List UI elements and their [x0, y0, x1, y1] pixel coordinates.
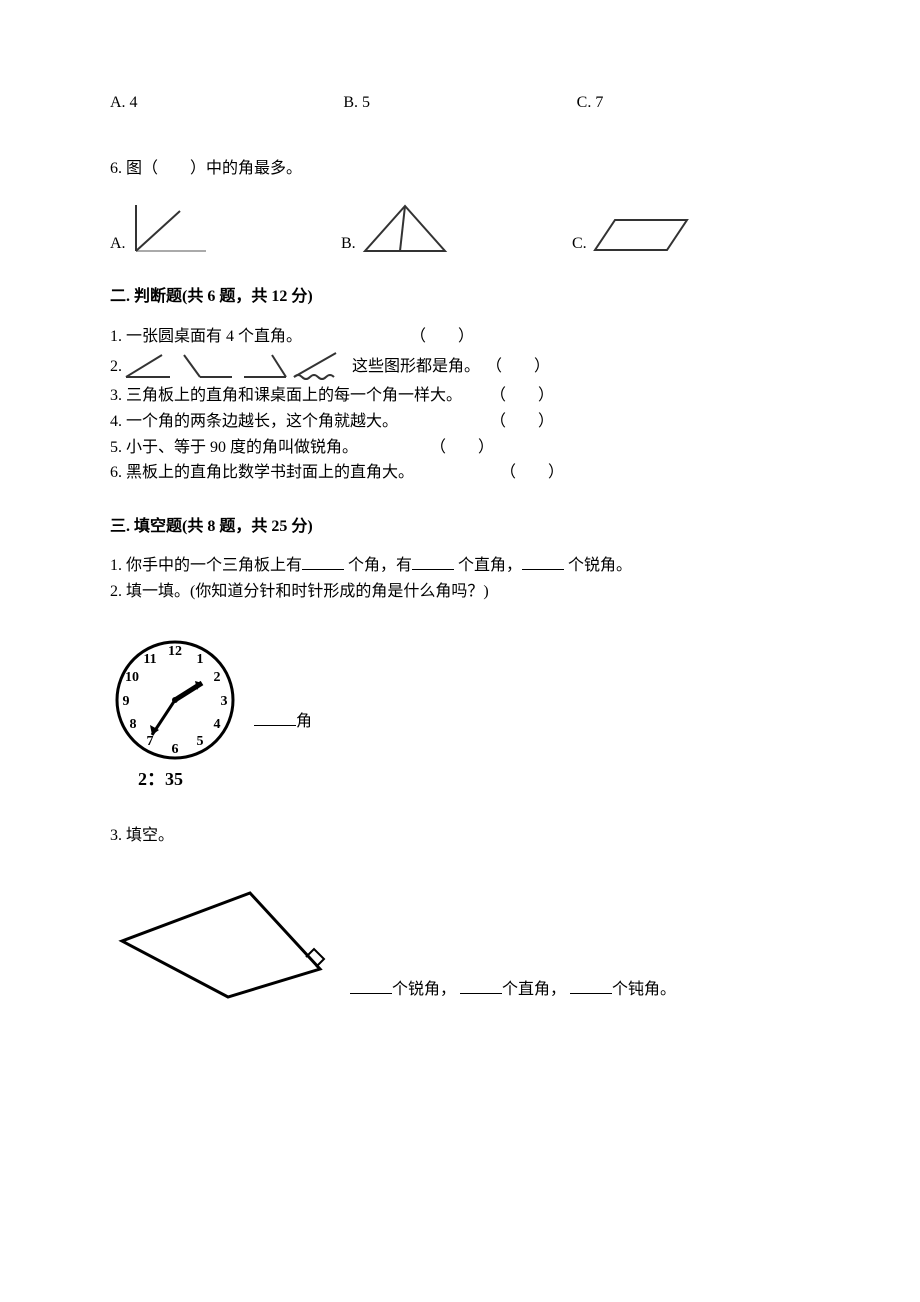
s3-q1: 1. 你手中的一个三角板上有 个角，有 个直角， 个锐角。	[110, 553, 810, 579]
paren: （ ）	[486, 354, 550, 380]
blank	[570, 977, 612, 994]
svg-text:3: 3	[221, 694, 228, 709]
q5-option-a: A. 4	[110, 90, 343, 116]
q5-option-b: B. 5	[343, 90, 576, 116]
svg-text:9: 9	[123, 694, 130, 709]
s3-q2: 2. 填一填。(你知道分针和时针形成的角是什么角吗？)	[110, 579, 810, 605]
svg-text:12: 12	[168, 644, 182, 659]
paren: （ ）	[490, 383, 554, 409]
s2-q4-text: 4. 一个角的两条边越长，这个角就越大。	[110, 409, 490, 435]
blank	[522, 553, 564, 570]
svg-text:2: 2	[214, 670, 221, 685]
s3-q1-d: 个锐角。	[568, 557, 632, 574]
svg-text:1: 1	[197, 652, 204, 667]
q6-opt-a-label: A.	[110, 231, 126, 257]
kite-quadrilateral-icon	[110, 879, 340, 1009]
s2-q5-text: 5. 小于、等于 90 度的角叫做锐角。	[110, 435, 430, 461]
clock-blank-label: 角	[296, 713, 312, 730]
s2-q3: 3. 三角板上的直角和课桌面上的每一个角一样大。 （ ）	[110, 383, 810, 409]
svg-text:7: 7	[147, 734, 154, 749]
s2-q2-pre: 2.	[110, 354, 122, 380]
section2-title: 二. 判断题(共 6 题，共 12 分)	[110, 284, 810, 310]
kite-b: 个直角，	[502, 981, 566, 998]
q5-options: A. 4 B. 5 C. 7	[110, 90, 810, 116]
svg-text:6: 6	[172, 742, 179, 757]
s3-q1-a: 1. 你手中的一个三角板上有	[110, 557, 302, 574]
blank	[460, 977, 502, 994]
q6-opt-b-label: B.	[341, 231, 356, 257]
s3-q1-c: 个直角，	[458, 557, 522, 574]
paren: （ ）	[430, 435, 494, 461]
s2-q3-text: 3. 三角板上的直角和课桌面上的每一个角一样大。	[110, 383, 490, 409]
svg-text:10: 10	[125, 670, 139, 685]
kite-a: 个锐角，	[392, 981, 456, 998]
angle-shapes-icon	[122, 349, 352, 383]
section3-title: 三. 填空题(共 8 题，共 25 分)	[110, 514, 810, 540]
q5-option-c: C. 7	[577, 90, 810, 116]
paren: （ ）	[410, 324, 474, 350]
blank	[302, 553, 344, 570]
svg-text:8: 8	[130, 717, 137, 732]
clock-figure: 12 1 2 3 4 5 6 7 8 9 10 11 角 2：35	[110, 635, 810, 794]
q6-opt-c-label: C.	[572, 231, 587, 257]
blank	[254, 709, 296, 726]
s2-q1-text: 1. 一张圆桌面有 4 个直角。	[110, 324, 410, 350]
s3-q3: 3. 填空。	[110, 823, 810, 849]
svg-text:4: 4	[214, 717, 221, 732]
blank	[350, 977, 392, 994]
s2-q4: 4. 一个角的两条边越长，这个角就越大。 （ ）	[110, 409, 810, 435]
paren: （ ）	[490, 409, 554, 435]
svg-text:11: 11	[143, 652, 156, 667]
blank	[412, 553, 454, 570]
clock-icon: 12 1 2 3 4 5 6 7 8 9 10 11	[110, 635, 240, 765]
parallelogram-icon	[591, 214, 691, 256]
s3-q1-b: 个角，有	[348, 557, 412, 574]
q6-stem: 6. 图（ ）中的角最多。	[110, 156, 810, 182]
s2-q2: 2. 这些图形都是角。 （ ）	[110, 349, 810, 383]
kite-c: 个钝角。	[612, 981, 676, 998]
paren: （ ）	[500, 460, 564, 486]
kite-figure: 个锐角， 个直角， 个钝角。	[110, 879, 810, 1009]
q6-options: A. B. C.	[110, 201, 810, 256]
triangle-with-altitude-icon	[360, 201, 450, 256]
clock-time-label: 2：35	[138, 765, 810, 794]
s2-q2-post: 这些图形都是角。	[352, 354, 480, 380]
s2-q5: 5. 小于、等于 90 度的角叫做锐角。 （ ）	[110, 435, 810, 461]
svg-text:5: 5	[197, 734, 204, 749]
s2-q1: 1. 一张圆桌面有 4 个直角。 （ ）	[110, 324, 810, 350]
angle-in-corner-icon	[130, 201, 210, 256]
s2-q6-text: 6. 黑板上的直角比数学书封面上的直角大。	[110, 460, 500, 486]
s2-q6: 6. 黑板上的直角比数学书封面上的直角大。 （ ）	[110, 460, 810, 486]
